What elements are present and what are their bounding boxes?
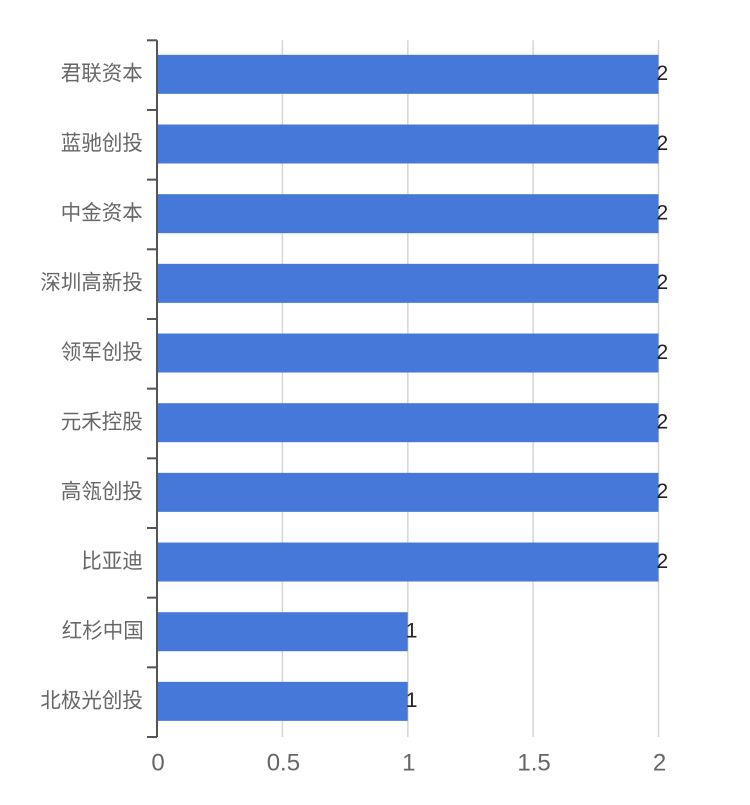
svg-text:2: 2 xyxy=(657,62,669,85)
svg-text:2: 2 xyxy=(657,202,669,225)
svg-text:2: 2 xyxy=(657,271,669,294)
svg-text:2: 2 xyxy=(657,411,669,434)
svg-text:2: 2 xyxy=(657,132,669,155)
svg-text:2: 2 xyxy=(653,750,666,777)
svg-text:1.5: 1.5 xyxy=(517,750,550,777)
svg-text:2: 2 xyxy=(657,480,669,503)
svg-text:2: 2 xyxy=(657,341,669,364)
svg-text:1: 1 xyxy=(402,750,415,777)
svg-text:0.5: 0.5 xyxy=(267,750,300,777)
svg-text:1: 1 xyxy=(406,620,418,643)
svg-text:1: 1 xyxy=(406,689,418,712)
svg-text:0: 0 xyxy=(151,750,164,777)
svg-text:2: 2 xyxy=(657,550,669,573)
